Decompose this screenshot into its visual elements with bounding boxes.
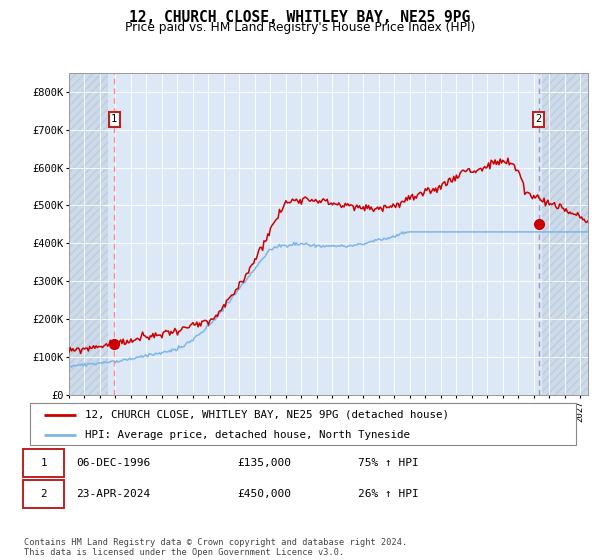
Text: 23-APR-2024: 23-APR-2024 — [76, 489, 151, 499]
Text: 12, CHURCH CLOSE, WHITLEY BAY, NE25 9PG: 12, CHURCH CLOSE, WHITLEY BAY, NE25 9PG — [130, 10, 470, 25]
Text: 1: 1 — [40, 458, 47, 468]
Text: 26% ↑ HPI: 26% ↑ HPI — [358, 489, 418, 499]
Text: Contains HM Land Registry data © Crown copyright and database right 2024.
This d: Contains HM Land Registry data © Crown c… — [24, 538, 407, 557]
Text: 2: 2 — [535, 114, 542, 124]
FancyBboxPatch shape — [23, 480, 64, 508]
Text: Price paid vs. HM Land Registry's House Price Index (HPI): Price paid vs. HM Land Registry's House … — [125, 21, 475, 34]
Text: £135,000: £135,000 — [238, 458, 292, 468]
Bar — [69, 73, 108, 395]
FancyBboxPatch shape — [23, 449, 64, 477]
Text: £450,000: £450,000 — [238, 489, 292, 499]
Text: 06-DEC-1996: 06-DEC-1996 — [76, 458, 151, 468]
Text: 75% ↑ HPI: 75% ↑ HPI — [358, 458, 418, 468]
Text: 1: 1 — [111, 114, 118, 124]
Bar — [542, 73, 600, 395]
Text: 12, CHURCH CLOSE, WHITLEY BAY, NE25 9PG (detached house): 12, CHURCH CLOSE, WHITLEY BAY, NE25 9PG … — [85, 410, 449, 420]
Text: HPI: Average price, detached house, North Tyneside: HPI: Average price, detached house, Nort… — [85, 430, 410, 440]
FancyBboxPatch shape — [30, 403, 576, 445]
Text: 2: 2 — [40, 489, 47, 499]
